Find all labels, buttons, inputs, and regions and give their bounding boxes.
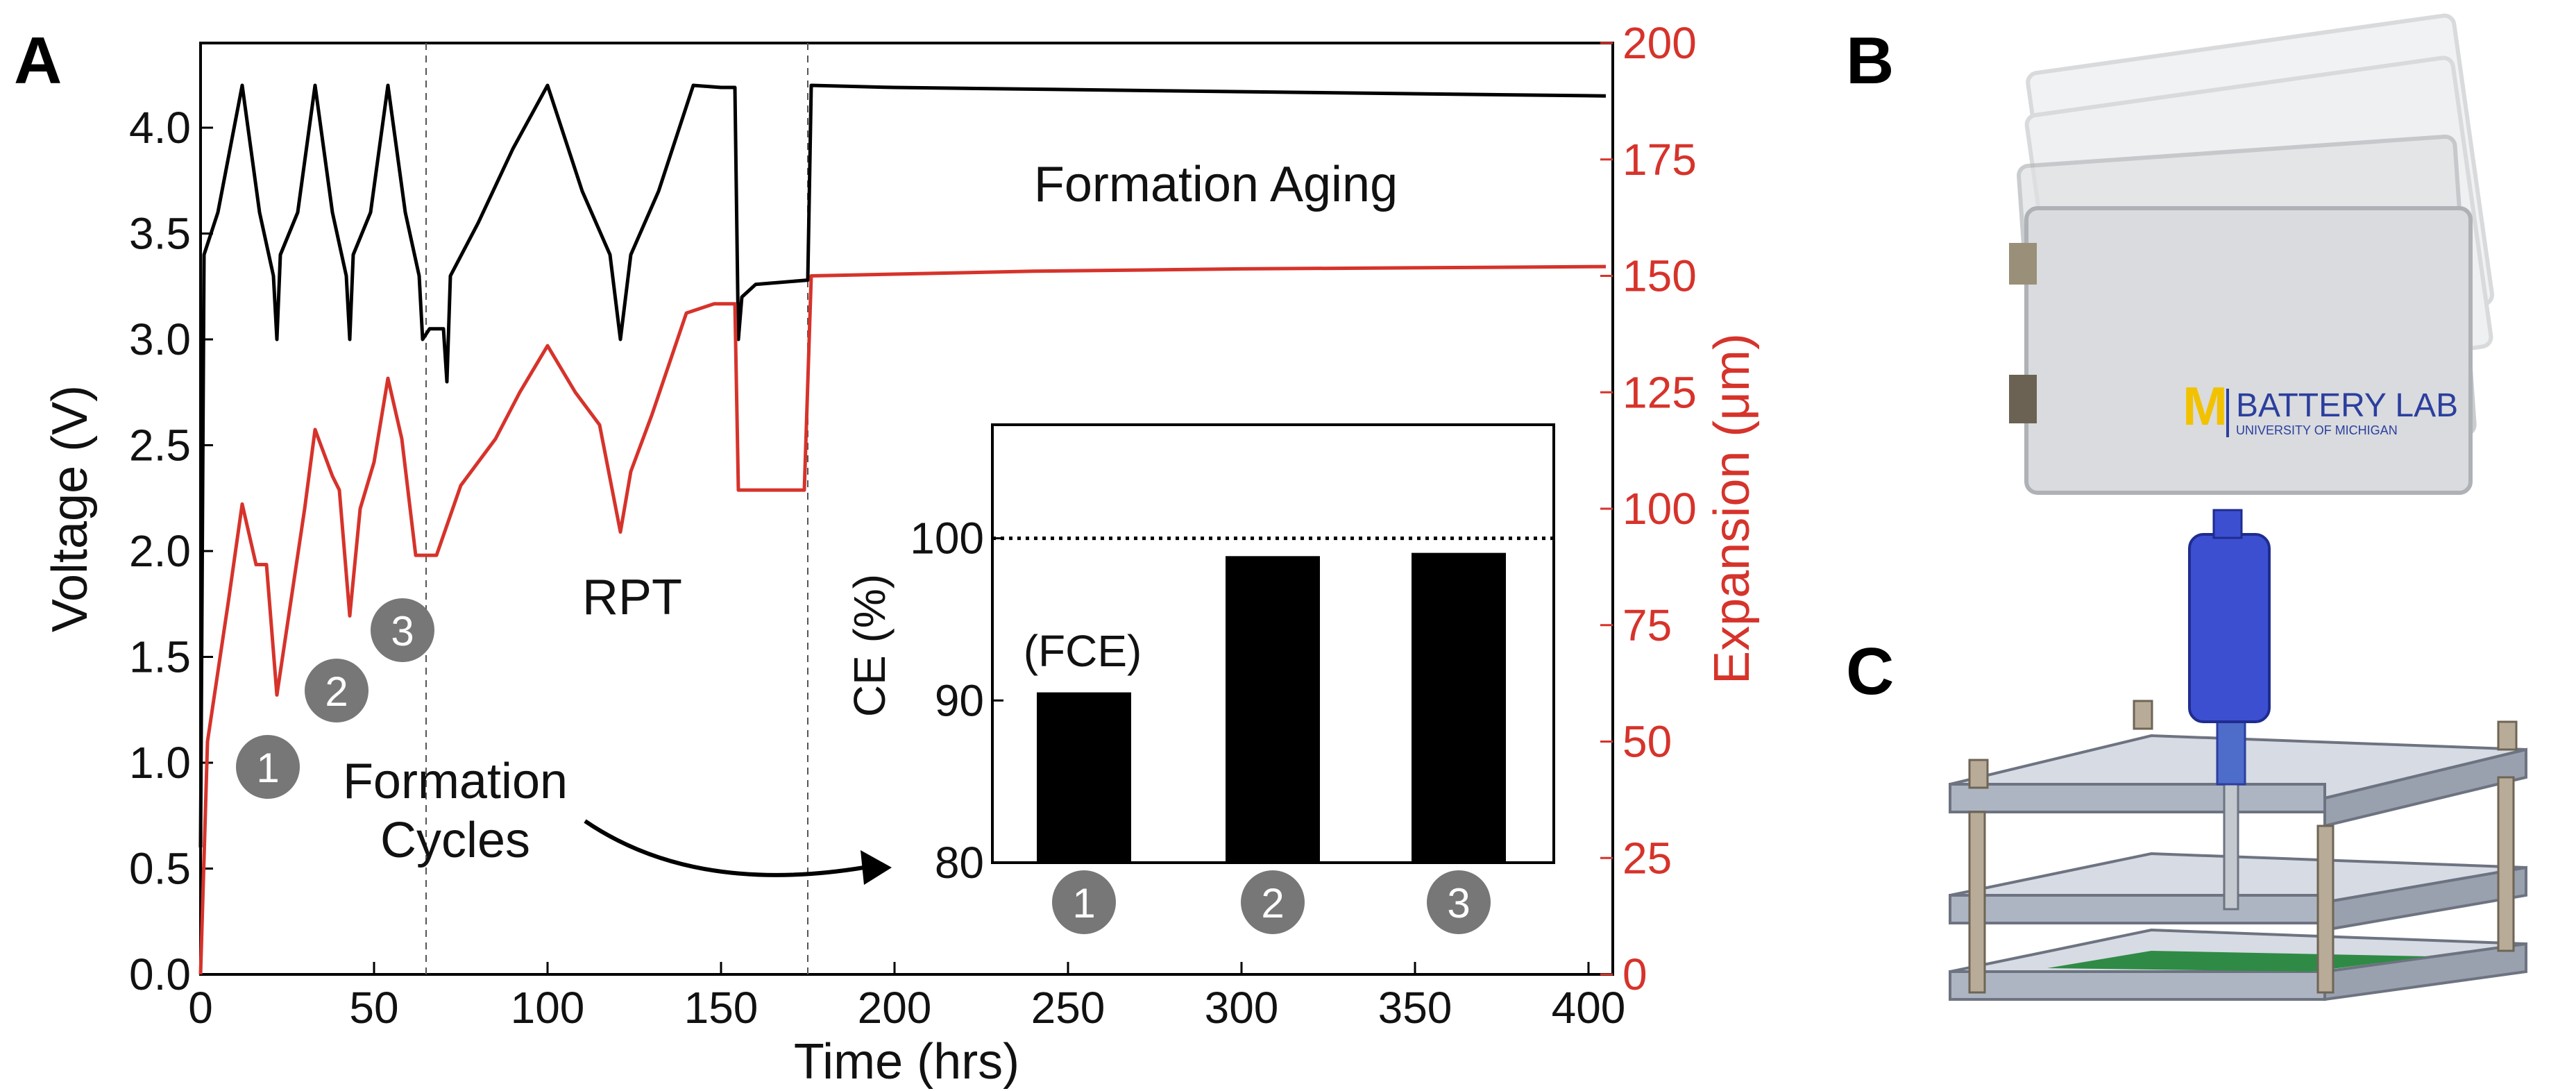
y-tick-label: 4.0 [129,103,191,153]
inset-y-tick-label: 90 [935,675,984,725]
y2-tick-label: 150 [1622,251,1697,301]
y-tick-label: 3.0 [129,314,191,364]
y-axis-label: Voltage (V) [42,385,98,632]
x-tick-label: 400 [1552,983,1626,1033]
fce-annotation: (FCE) [1024,626,1142,676]
arrow-head [861,850,892,885]
main-chart: 0 50 100 150 200 250 300 350 4000.00.51.01.52.02… [42,18,1760,1090]
cycle-marker-label: 1 [256,745,279,791]
expansion-fixture-drawing [1949,509,2527,1001]
x-tick-label: 300 [1205,983,1279,1033]
inset-cycle-marker [1052,870,1116,934]
y-tick-label: 2.5 [129,421,191,471]
annotation-rpt: RPT [582,570,682,625]
y-tick-label: 1.5 [129,632,191,682]
x-tick-label: 0 [188,983,213,1033]
expansion-line [198,264,1607,975]
arrow-line [584,819,865,877]
y-tick-label: 0.5 [129,844,191,894]
inset-y-tick-label: 80 [935,838,984,888]
logo-battery-lab: BATTERY LAB [2236,387,2458,424]
cycle-marker-label: 2 [325,668,348,715]
x-tick-label: 250 [1031,983,1105,1033]
y-tick-label: 3.5 [129,209,191,259]
x-axis-label: Time (hrs) [794,1034,1019,1090]
annotation-formation-aging: Formation Aging [1034,157,1398,212]
annotation-formation: Formation [343,754,568,809]
y2-tick-label: 175 [1622,135,1697,185]
x-tick-label: 200 [858,983,932,1033]
logo-m: M [2183,375,2228,437]
inset-category-label: 1 [1072,880,1095,927]
inset-cycle-marker [1241,870,1305,934]
y2-tick-label: 125 [1622,367,1697,417]
voltage-line [198,83,1607,848]
y2-tick-label: 25 [1622,833,1672,883]
panel-label-b: B [1846,24,1894,98]
x-tick-label: 150 [684,983,759,1033]
inset-y-axis-label: CE (%) [845,574,895,717]
x-tick-label: 100 [511,983,585,1033]
x-tick-label: 350 [1378,983,1452,1033]
cycle-marker [236,735,300,799]
y2-tick-label: 75 [1622,600,1672,650]
y-tick-label: 0.0 [129,949,191,999]
ce-bar [1226,556,1320,863]
annotation-cycles: Cycles [380,813,530,868]
inset-cycle-marker [1427,870,1491,934]
x-tick-label: 50 [349,983,398,1033]
inset-category-label: 3 [1447,880,1470,927]
y-tick-label: 1.0 [129,738,191,788]
panel-label-c: C [1846,634,1894,709]
y-tick-label: 2.0 [129,526,191,576]
cycle-marker-label: 3 [391,608,414,654]
y2-tick-label: 50 [1622,717,1672,767]
panel-label-a: A [14,24,62,98]
inset-category-label: 2 [1261,880,1284,927]
pouch-cells-photo: M BATTERY LAB UNIVERSITY OF MICHIGAN [2009,13,2495,495]
ce-bar [1412,552,1506,863]
y2-axis-label: Expansion (μm) [1704,333,1760,684]
y2-tick-label: 200 [1622,18,1697,68]
ce-bar [1037,692,1131,863]
cycle-marker [305,659,368,722]
cycle-marker [371,598,434,662]
logo-university: UNIVERSITY OF MICHIGAN [2236,423,2398,437]
ce-inset-chart: 80 90 100 CE (%) 1 2 3 (FCE) [845,423,1555,934]
y2-tick-label: 0 [1622,949,1647,999]
y2-tick-label: 100 [1622,484,1697,534]
inset-y-tick-label: 100 [910,514,984,564]
